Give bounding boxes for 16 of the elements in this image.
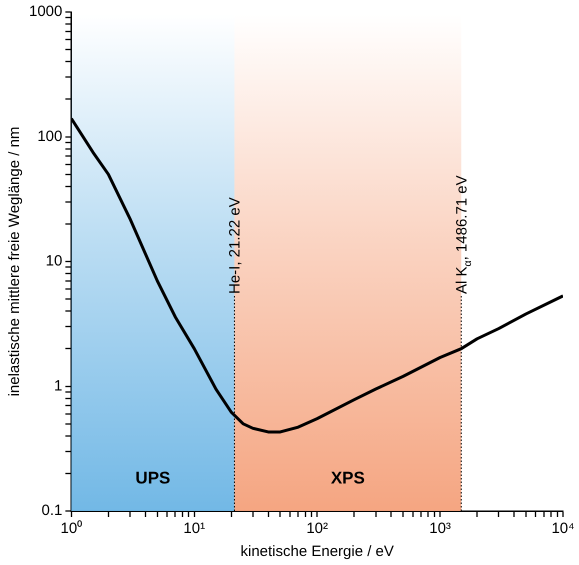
y-tick-label: 1 (54, 377, 62, 394)
y-tick-label: 1000 (28, 3, 62, 20)
ref-line-label: He-I, 21.22 eV (226, 197, 244, 294)
x-axis-title: kinetische Energie / eV (240, 543, 394, 560)
ref-line-label: Al Kα, 1486.71 eV (453, 175, 474, 294)
band-label: XPS (330, 468, 365, 488)
x-tick-label: 10² (306, 520, 328, 538)
band-label: UPS (135, 468, 170, 488)
x-tick-label: 10¹ (183, 520, 206, 538)
y-tick-label: 10 (46, 252, 62, 270)
x-tick-label: 10⁰ (60, 520, 82, 538)
y-tick-label: 0.1 (42, 502, 62, 520)
y-axis-title: inelastische mittlere freie Weglänge / nm (6, 126, 24, 396)
x-tick-label: 10³ (429, 520, 451, 538)
y-tick-label: 100 (37, 128, 62, 145)
x-tick-label: 10⁴ (551, 520, 575, 538)
